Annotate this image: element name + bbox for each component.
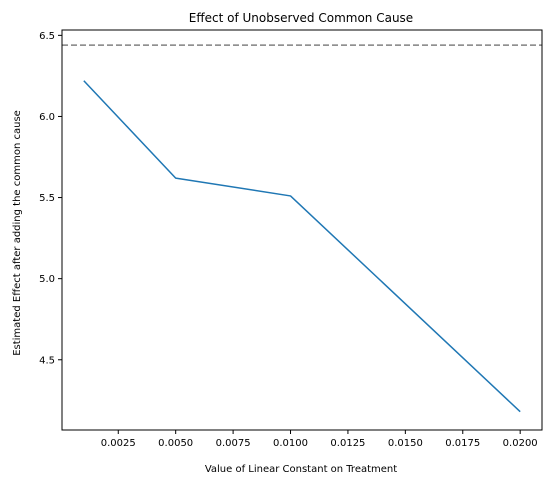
plot-frame (61, 29, 543, 431)
plot-area (62, 44, 542, 413)
x-tick-label: 0.0125 (330, 438, 365, 449)
y-tick-label: 6.0 (39, 112, 55, 123)
x-tick-label: 0.0150 (388, 438, 423, 449)
x-tick-label: 0.0025 (101, 438, 136, 449)
x-tick-label: 0.0200 (503, 438, 538, 449)
y-axis-label: Estimated Effect after adding the common… (12, 110, 23, 356)
y-tick-label: 4.5 (39, 355, 55, 366)
x-axis-ticks: 0.0025 0.0050 0.0075 0.0100 0.0125 0.0150 0.01… (101, 430, 538, 449)
x-tick-label: 0.0050 (158, 438, 193, 449)
y-tick-label: 5.0 (39, 274, 55, 285)
x-tick-label: 0.0075 (216, 438, 251, 449)
y-tick-label: 6.5 (39, 31, 55, 42)
x-tick-label: 0.0175 (445, 438, 480, 449)
x-tick-label: 0.0100 (273, 438, 308, 449)
y-tick-label: 5.5 (39, 193, 55, 204)
series-line (83, 80, 521, 413)
y-axis-ticks: 4.5 5.0 5.5 6.0 6.5 (39, 31, 62, 366)
x-axis-label: Value of Linear Constant on Treatment (205, 464, 397, 475)
chart-title: Effect of Unobserved Common Cause (189, 11, 413, 25)
